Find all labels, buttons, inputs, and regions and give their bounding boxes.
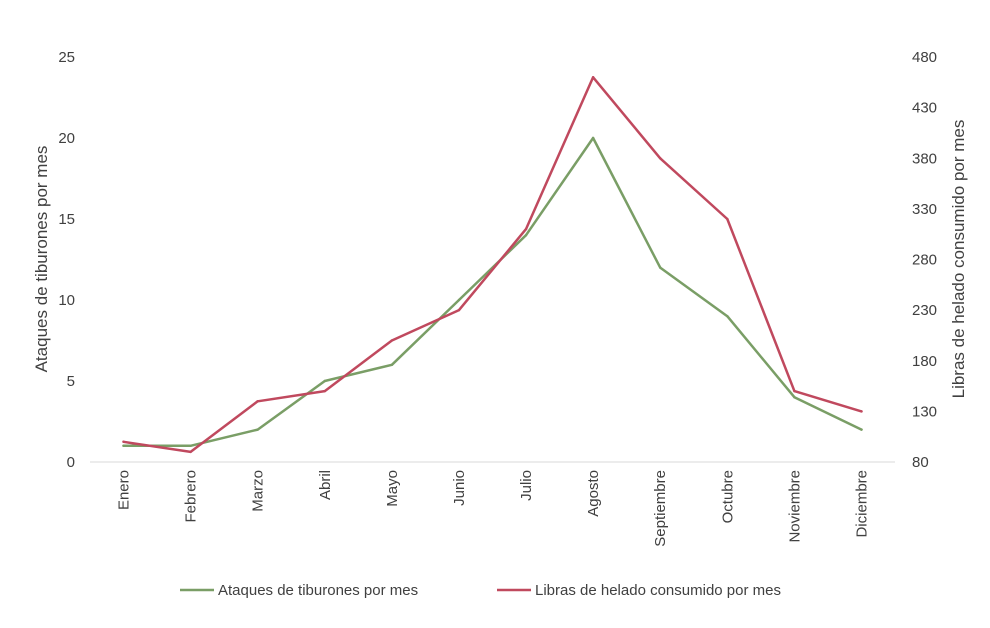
left-y-ticks: 0 5 10 15 20 25 (58, 49, 75, 471)
left-y-tick-label: 20 (58, 130, 75, 147)
left-y-tick-label: 10 (58, 292, 75, 309)
series-1-point (256, 428, 259, 431)
series-layer (122, 76, 863, 454)
series-2-point (793, 389, 796, 393)
legend-label: Ataques de tiburones por mes (218, 582, 418, 599)
x-tick-label: Julio (518, 470, 535, 501)
series-1-point (524, 234, 528, 237)
series-2-point (726, 217, 729, 221)
right-y-tick-label: 180 (912, 353, 937, 370)
right-y-ticks: 80 130 180 230 280 330 380 430 480 (912, 49, 937, 471)
x-tick-labels: Enero Febrero Marzo Abril Mayo Junio Julio Agos… (116, 470, 871, 547)
series-1-point (122, 444, 125, 447)
x-tick-label: Septiembre (652, 470, 669, 547)
series-2-point (390, 339, 394, 342)
series-2-point (524, 227, 528, 231)
series-1-point (457, 298, 461, 302)
x-tick-label: Octubre (719, 470, 736, 523)
right-y-axis-title: Libras de helado consumido por mes (949, 120, 968, 399)
x-tick-label: Junio (451, 470, 468, 506)
series-1-point (189, 444, 192, 447)
series-1-point (390, 363, 394, 366)
series-2-point (256, 400, 259, 403)
legend-label: Libras de helado consumido por mes (535, 582, 781, 599)
right-y-tick-label: 280 (912, 252, 937, 269)
x-tick-label: Enero (116, 470, 133, 510)
right-y-tick-label: 80 (912, 454, 929, 471)
legend: Ataques de tiburones por mes Libras de he… (180, 582, 781, 599)
right-y-tick-label: 230 (912, 302, 937, 319)
right-y-tick-label: 380 (912, 150, 937, 167)
x-tick-label: Diciembre (853, 470, 870, 538)
left-y-tick-label: 0 (67, 454, 75, 471)
left-y-tick-label: 15 (58, 211, 75, 228)
series-2-point (189, 450, 192, 454)
right-y-tick-label: 330 (912, 201, 937, 218)
left-y-axis-title: Ataques de tiburones por mes (32, 146, 51, 373)
right-y-tick-label: 130 (912, 403, 937, 420)
right-y-tick-label: 430 (912, 100, 937, 117)
left-y-tick-label: 5 (67, 373, 75, 390)
x-tick-label: Abril (317, 470, 334, 500)
series-1-point (793, 396, 796, 399)
right-y-tick-label: 480 (912, 49, 937, 66)
x-tick-label: Marzo (250, 470, 267, 512)
series-1-point (726, 315, 729, 318)
series-1-point (860, 428, 863, 431)
x-tick-label: Febrero (183, 470, 200, 523)
left-y-tick-label: 25 (58, 49, 75, 66)
series-1-point (323, 379, 326, 383)
series-line-2 (122, 76, 863, 454)
x-tick-label: Noviembre (786, 470, 803, 543)
series-2-point (659, 157, 662, 160)
x-tick-label: Agosto (585, 470, 602, 517)
series-1-point (591, 136, 595, 140)
series-2-point (457, 308, 461, 312)
series-2-point (860, 410, 863, 413)
series-1-point (659, 266, 662, 269)
series-2-point (323, 389, 326, 393)
series-2-point (122, 440, 125, 443)
series-2-point (591, 76, 595, 79)
series-line-1 (122, 136, 863, 448)
x-tick-label: Mayo (384, 470, 401, 507)
